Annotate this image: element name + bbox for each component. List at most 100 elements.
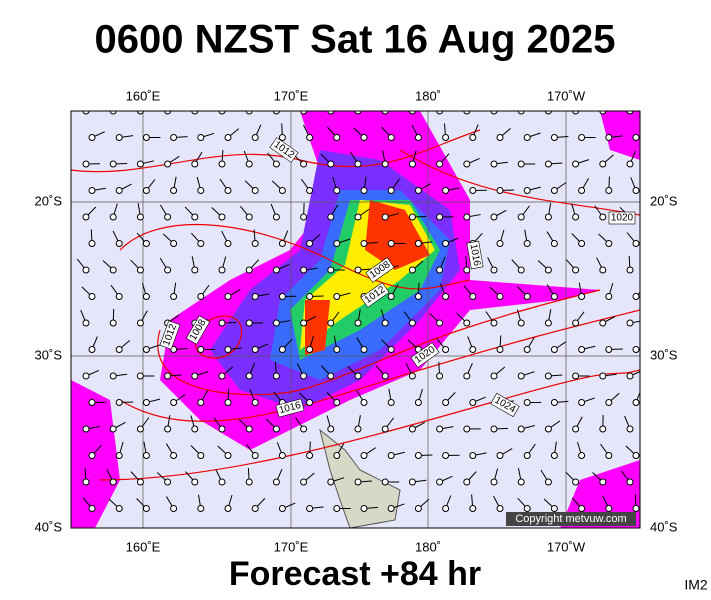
- barb-station: [191, 266, 199, 274]
- barb-station: [387, 240, 395, 247]
- barb-station: [191, 160, 199, 168]
- barb-station: [224, 293, 232, 300]
- barb-station: [136, 425, 144, 433]
- barb-station: [278, 346, 286, 353]
- barb-station: [599, 213, 607, 221]
- barb-station: [632, 452, 640, 459]
- barb-station: [272, 319, 280, 327]
- barb-station: [306, 293, 314, 300]
- barb-station: [109, 319, 117, 327]
- barb-station: [490, 372, 498, 380]
- barb-station: [578, 346, 586, 353]
- barb-station: [224, 346, 232, 353]
- barb-station: [197, 187, 205, 194]
- barb-station: [218, 213, 226, 221]
- barb-station: [381, 319, 389, 327]
- barb-shaft: [575, 111, 578, 112]
- barb-station: [300, 372, 308, 380]
- barb-station: [251, 187, 259, 194]
- contour-label-box: [185, 315, 211, 345]
- barb-station: [490, 478, 498, 486]
- barb-station: [354, 213, 362, 221]
- barb-station: [115, 399, 123, 406]
- contour-label-box: [159, 320, 181, 350]
- barb-station: [142, 452, 150, 459]
- barb-station: [387, 187, 395, 194]
- barb-shaft: [411, 111, 413, 112]
- barb-station: [632, 187, 640, 194]
- barb-station: [142, 399, 150, 406]
- map-frame: [70, 110, 641, 529]
- barb-station: [490, 319, 498, 327]
- barb-station: [115, 505, 123, 512]
- barb-station: [442, 399, 450, 406]
- barb-station: [354, 160, 362, 168]
- barb-station: [272, 425, 280, 433]
- barb-station: [191, 111, 199, 115]
- barb-station: [523, 505, 531, 512]
- barb-station: [88, 399, 96, 406]
- contour-label-box: [466, 240, 484, 270]
- barb-station: [517, 160, 525, 168]
- barb-station: [550, 452, 558, 459]
- barb-station: [572, 266, 580, 274]
- barb-station: [632, 240, 640, 247]
- barb-station: [278, 452, 286, 459]
- contour-label-text: 1016: [468, 243, 483, 267]
- barb-station: [442, 240, 450, 247]
- barb-station: [469, 346, 477, 353]
- barb-station: [251, 505, 259, 512]
- barb-station: [605, 452, 613, 459]
- barb-station: [469, 399, 477, 406]
- barb-station: [327, 478, 335, 486]
- wind-barbs: [76, 111, 640, 512]
- barb-station: [469, 505, 477, 512]
- barb-station: [278, 187, 286, 194]
- barb-shaft: [548, 111, 550, 112]
- barb-station: [605, 134, 613, 141]
- barb-station: [544, 478, 552, 486]
- bottom-label: 170˚W: [547, 539, 586, 554]
- barb-station: [463, 266, 471, 274]
- barb-station: [408, 319, 416, 327]
- barb-station: [436, 319, 444, 327]
- barb-station: [387, 452, 395, 459]
- barb-station: [436, 478, 444, 486]
- barb-station: [245, 372, 253, 380]
- barb-station: [578, 134, 586, 141]
- barb-station: [82, 160, 90, 168]
- barb-station: [632, 134, 640, 141]
- barb-shaft: [140, 111, 142, 112]
- barb-station: [82, 425, 90, 433]
- barb-station: [626, 319, 634, 327]
- barb-station: [578, 452, 586, 459]
- barb-station: [115, 240, 123, 247]
- barb-station: [605, 399, 613, 406]
- barb-station: [82, 213, 90, 221]
- barb-station: [414, 399, 422, 406]
- barb-station: [605, 346, 613, 353]
- barb-station: [300, 425, 308, 433]
- barb-station: [599, 372, 607, 380]
- barb-station: [251, 240, 259, 247]
- barb-station: [578, 505, 586, 512]
- barb-station: [224, 187, 232, 194]
- barb-station: [245, 213, 253, 221]
- barb-station: [496, 293, 504, 300]
- barb-station: [463, 425, 471, 433]
- barb-station: [599, 111, 607, 115]
- barb-station: [463, 372, 471, 380]
- barb-station: [436, 160, 444, 168]
- barb-station: [381, 213, 389, 221]
- barb-station: [136, 319, 144, 327]
- barb-shaft: [466, 111, 467, 112]
- barb-station: [306, 134, 314, 141]
- barb-station: [300, 111, 308, 115]
- left-label: 30˚S: [35, 347, 63, 362]
- barb-station: [544, 213, 552, 221]
- barb-station: [197, 240, 205, 247]
- barb-station: [463, 160, 471, 168]
- barb-station: [333, 134, 341, 141]
- barb-station: [170, 293, 178, 300]
